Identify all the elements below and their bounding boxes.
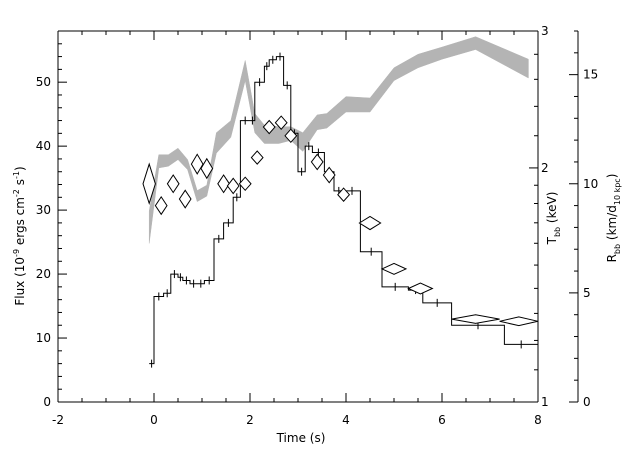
left-tick-label: 20 — [36, 267, 51, 281]
temperature-band — [148, 36, 529, 244]
radius-diamond — [178, 189, 192, 209]
left-tick-label: 10 — [36, 331, 51, 345]
radius-diamond — [274, 115, 288, 130]
radius-diamond — [154, 195, 168, 216]
left-tick-label: 30 — [36, 203, 51, 217]
radius-diamond — [200, 157, 214, 180]
radius-diamond — [451, 314, 500, 324]
x-tick-label: 8 — [534, 413, 542, 427]
radius-diamond — [310, 153, 324, 171]
radius-diamond — [358, 215, 382, 231]
temperature-axis-label: Tbb (keV) — [545, 192, 562, 246]
radius-diamond — [238, 176, 252, 192]
flux-step-line — [149, 56, 538, 365]
left-tick-label: 0 — [43, 395, 51, 409]
x-tick-label: -2 — [52, 413, 64, 427]
radius-diamond — [337, 187, 351, 202]
radius-tick-label: 15 — [583, 68, 598, 82]
radius-diamond — [407, 282, 434, 295]
temperature-band-layer — [148, 36, 529, 244]
radius-diamond — [380, 262, 408, 275]
temperature-tick-label: 3 — [541, 24, 549, 38]
radius-diamond — [166, 174, 180, 194]
x-tick-label: 0 — [150, 413, 158, 427]
x-axis-label: Time (s) — [276, 431, 326, 445]
left-tick-label: 40 — [36, 139, 51, 153]
radius-tick-label: 0 — [583, 395, 591, 409]
x-tick-label: 4 — [342, 413, 350, 427]
radius-diamond — [217, 174, 230, 194]
radius-diamond — [190, 153, 204, 175]
temperature-tick-label: 1 — [541, 395, 549, 409]
radius-diamond — [499, 316, 539, 327]
radius-axis-label: Rbb (km/d10 kpc) — [605, 174, 622, 263]
temperature-tick-label: 2 — [541, 161, 549, 175]
radius-tick-label: 10 — [583, 177, 598, 191]
left-tick-label: 50 — [36, 75, 51, 89]
radius-tick-label: 5 — [583, 286, 591, 300]
radius-diamond — [284, 128, 298, 144]
radius-diamond — [250, 150, 264, 165]
radius-diamond — [262, 119, 276, 135]
radius-diamond — [142, 162, 156, 206]
x-tick-label: 6 — [438, 413, 446, 427]
radius-diamond-layer — [142, 115, 539, 327]
radius-diamond — [322, 166, 336, 184]
x-tick-label: 2 — [246, 413, 254, 427]
left-axis-label: Flux (10-9 ergs cm-2 s-1) — [12, 166, 27, 305]
radius-diamond — [226, 177, 240, 195]
